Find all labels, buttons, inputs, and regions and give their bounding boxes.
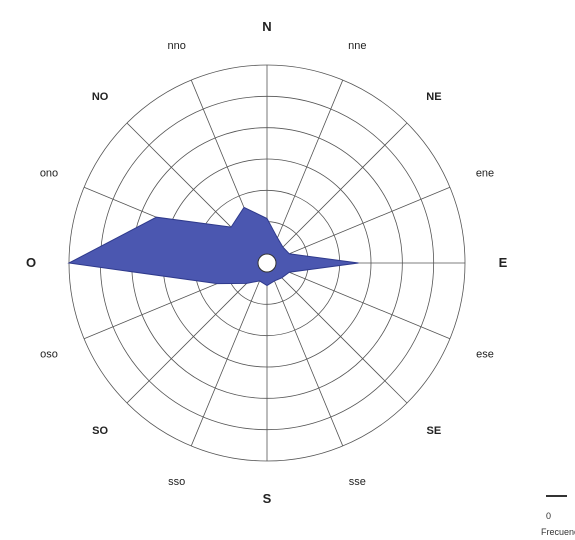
direction-label: E <box>499 255 508 270</box>
direction-label: sse <box>349 476 366 488</box>
direction-label: ene <box>476 168 494 180</box>
center-circle <box>257 253 277 273</box>
grid-spoke <box>276 186 451 260</box>
direction-label: sso <box>168 476 185 488</box>
direction-label: NE <box>426 91 441 103</box>
direction-label: N <box>262 19 271 34</box>
data-layer <box>67 206 359 287</box>
grid-spoke <box>273 122 408 257</box>
direction-label: SE <box>427 425 442 437</box>
direction-label: ono <box>40 168 58 180</box>
direction-label: SO <box>92 425 108 437</box>
frequency-scale: 0 Frecuencia <box>541 495 575 537</box>
direction-label: ese <box>476 348 494 360</box>
grid-spoke <box>276 266 451 340</box>
direction-label: O <box>26 255 36 270</box>
direction-label: S <box>263 491 272 506</box>
grid-spoke <box>270 79 344 254</box>
grid-spoke <box>126 269 261 404</box>
grid-spoke <box>270 272 344 447</box>
direction-label: oso <box>40 348 58 360</box>
direction-label: nne <box>348 40 366 52</box>
grid-spoke <box>273 269 408 404</box>
polar-grid <box>68 64 466 462</box>
series-area <box>67 206 359 287</box>
direction-label: nno <box>168 40 186 52</box>
scale-caption: Frecuencia <box>541 527 575 537</box>
scale-zero-label: 0 <box>546 511 551 521</box>
grid-spoke <box>190 272 264 447</box>
direction-label: NO <box>92 91 109 103</box>
